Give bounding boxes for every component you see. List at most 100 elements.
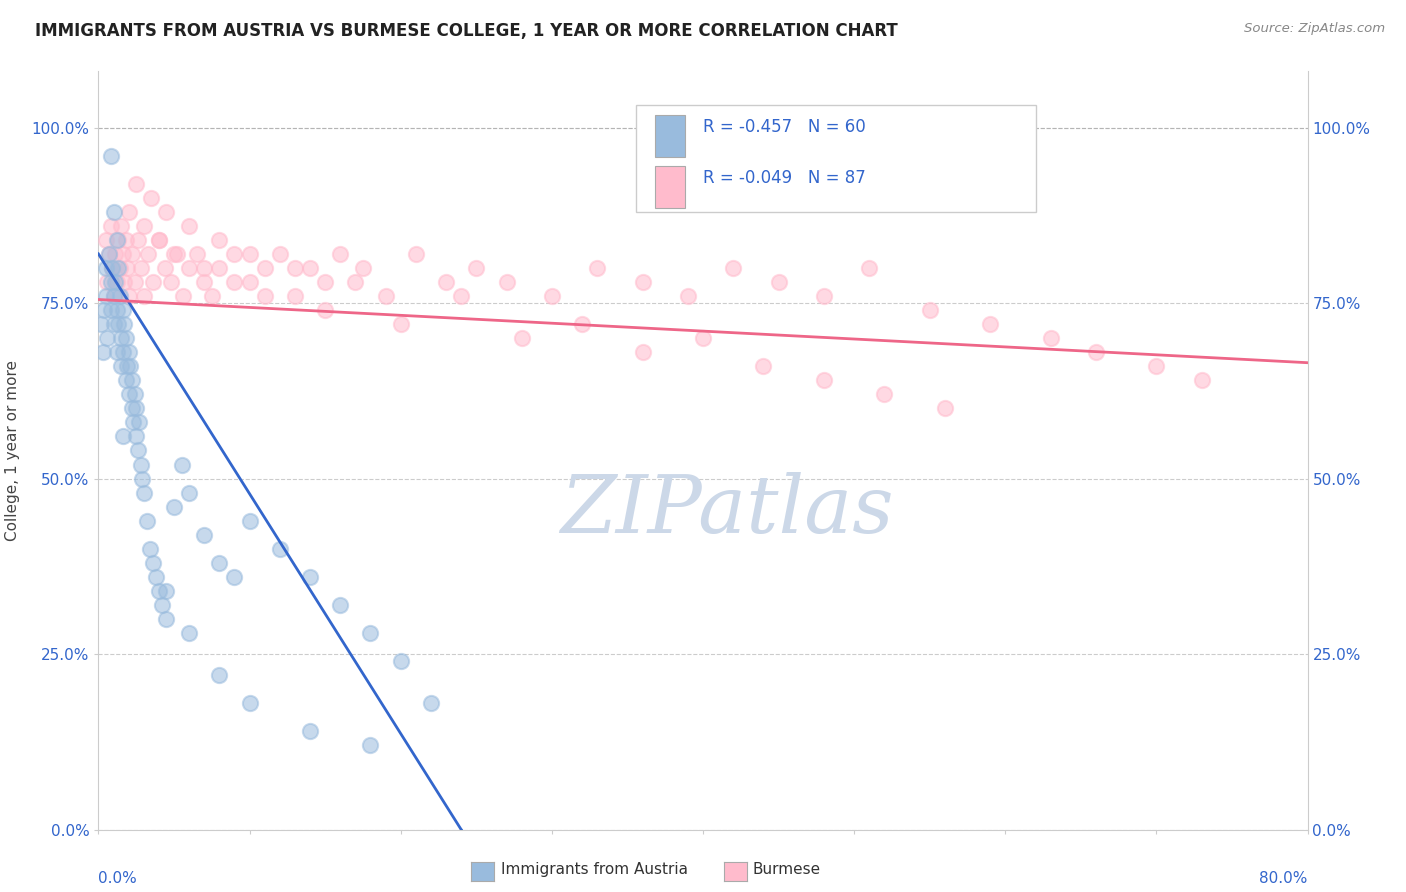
Point (90, 317, 112, 331)
Point (131, 471, 153, 485)
Point (166, 247, 188, 261)
Point (208, 668, 231, 682)
Point (98, 247, 121, 261)
Point (179, 485, 201, 500)
Text: IMMIGRANTS FROM AUSTRIA VS BURMESE COLLEGE, 1 YEAR OR MORE CORRELATION CHART: IMMIGRANTS FROM AUSTRIA VS BURMESE COLLE… (35, 22, 898, 40)
Point (91, 345, 114, 359)
Point (193, 260, 215, 275)
Point (104, 247, 127, 261)
Point (114, 233, 136, 247)
Point (813, 373, 835, 387)
Point (100, 219, 122, 233)
Point (107, 260, 129, 275)
Point (676, 289, 699, 303)
Point (129, 458, 152, 472)
Point (132, 289, 155, 303)
Point (269, 541, 291, 556)
Point (179, 626, 201, 640)
Point (155, 612, 177, 626)
Point (314, 275, 336, 289)
Text: R = -0.049   N = 87: R = -0.049 N = 87 (703, 169, 866, 186)
Point (96, 331, 118, 345)
Point (631, 345, 654, 359)
Point (111, 247, 134, 261)
Point (495, 275, 517, 289)
Point (103, 289, 125, 303)
Point (344, 275, 367, 289)
Point (239, 514, 262, 528)
Text: Immigrants from Austria: Immigrants from Austria (501, 863, 688, 877)
Point (115, 359, 138, 374)
Point (108, 260, 131, 275)
Point (299, 724, 322, 739)
Point (110, 359, 132, 374)
Point (284, 260, 307, 275)
Point (121, 247, 143, 261)
Point (239, 275, 262, 289)
Point (118, 204, 141, 219)
Point (122, 416, 145, 430)
Point (299, 570, 322, 584)
Point (540, 289, 562, 303)
Point (153, 260, 176, 275)
Point (100, 148, 122, 162)
Point (434, 275, 457, 289)
Point (1144, 359, 1167, 374)
Point (94, 233, 117, 247)
Point (128, 416, 150, 430)
Text: 0.0%: 0.0% (98, 871, 138, 887)
Point (129, 260, 152, 275)
Point (160, 275, 183, 289)
Point (239, 696, 262, 710)
Point (172, 289, 194, 303)
Point (155, 204, 177, 219)
Point (918, 303, 941, 318)
Point (141, 191, 163, 205)
Point (101, 260, 124, 275)
Point (150, 598, 173, 612)
Point (299, 260, 322, 275)
Point (269, 247, 291, 261)
Point (193, 527, 215, 541)
Point (120, 359, 142, 374)
Text: Burmese: Burmese (752, 863, 820, 877)
Point (723, 260, 745, 275)
Point (148, 583, 170, 598)
Point (108, 289, 131, 303)
Point (118, 345, 141, 359)
Point (224, 275, 246, 289)
FancyBboxPatch shape (637, 105, 1035, 211)
Point (224, 247, 246, 261)
Point (934, 401, 956, 416)
Point (127, 443, 149, 458)
Point (148, 233, 170, 247)
Point (186, 247, 208, 261)
Point (314, 303, 336, 318)
Bar (655, 115, 685, 157)
Point (96, 275, 118, 289)
Point (224, 570, 246, 584)
Point (179, 260, 201, 275)
Text: ZIPatlas: ZIPatlas (561, 473, 894, 549)
Point (114, 331, 136, 345)
Point (107, 233, 129, 247)
Point (858, 260, 880, 275)
Point (103, 204, 125, 219)
Point (389, 654, 412, 668)
Point (103, 289, 125, 303)
Point (125, 429, 148, 443)
Point (163, 500, 186, 514)
Point (139, 541, 162, 556)
Point (239, 247, 262, 261)
Point (100, 275, 122, 289)
Point (631, 275, 654, 289)
Point (813, 289, 835, 303)
Bar (655, 166, 685, 208)
Point (374, 289, 396, 303)
Point (132, 485, 155, 500)
Point (110, 219, 132, 233)
Point (329, 247, 352, 261)
Point (873, 387, 896, 401)
Point (253, 289, 276, 303)
Point (586, 260, 609, 275)
